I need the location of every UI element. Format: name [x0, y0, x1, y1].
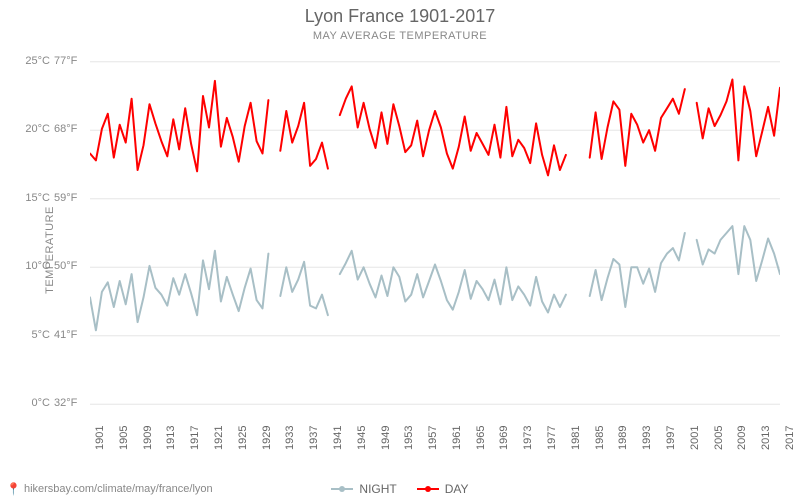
legend-item-night: NIGHT [331, 482, 396, 496]
y-tick-label: 0°C32°F [18, 397, 82, 409]
series-night [340, 251, 566, 313]
chart-title: Lyon France 1901-2017 [0, 6, 800, 27]
series-day [340, 86, 566, 175]
attribution: 📍 hikersbay.com/climate/may/france/lyon [6, 482, 213, 496]
plot-area [90, 48, 780, 418]
x-tick-label: 1941 [332, 426, 344, 450]
x-tick-label: 1973 [522, 426, 534, 450]
x-tick-label: 1921 [213, 426, 225, 450]
x-tick-label: 1937 [308, 426, 320, 450]
x-tick-label: 2013 [760, 426, 772, 450]
legend-label: NIGHT [359, 482, 396, 496]
x-tick-label: 1985 [594, 426, 606, 450]
x-tick-label: 1901 [94, 426, 106, 450]
series-day [697, 80, 780, 161]
series-night [90, 251, 268, 330]
series-day [280, 103, 328, 169]
x-tick-label: 2009 [736, 426, 748, 450]
y-tick-label: 15°C59°F [18, 192, 82, 204]
x-tick-label: 1969 [498, 426, 510, 450]
x-tick-label: 1965 [475, 426, 487, 450]
x-tick-label: 1945 [356, 426, 368, 450]
x-tick-label: 1981 [570, 426, 582, 450]
x-tick-label: 1913 [165, 426, 177, 450]
x-tick-label: 1929 [261, 426, 273, 450]
x-tick-label: 1989 [617, 426, 629, 450]
series-day [590, 89, 685, 166]
x-tick-label: 2005 [713, 426, 725, 450]
x-tick-label: 1917 [189, 426, 201, 450]
x-tick-label: 1949 [380, 426, 392, 450]
x-tick-label: 1953 [403, 426, 415, 450]
legend-item-day: DAY [417, 482, 469, 496]
y-tick-label: 25°C77°F [18, 55, 82, 67]
plot-svg [90, 48, 780, 418]
y-tick-label: 5°C41°F [18, 329, 82, 341]
x-tick-label: 1957 [427, 426, 439, 450]
y-tick-label: 20°C68°F [18, 123, 82, 135]
series-day [90, 81, 268, 171]
series-night [590, 233, 685, 307]
x-tick-label: 1961 [451, 426, 463, 450]
x-axis-ticks: 1901 1905 1909 1913 1917 1921 1925 1929 1933 1937… [90, 418, 780, 478]
attribution-text: hikersbay.com/climate/may/france/lyon [24, 483, 213, 495]
series-night [697, 226, 780, 281]
y-axis-label: TEMPERATURE [44, 206, 56, 294]
x-tick-label: 1909 [142, 426, 154, 450]
x-tick-label: 1993 [641, 426, 653, 450]
temperature-chart: Lyon France 1901-2017 MAY AVERAGE TEMPER… [0, 0, 800, 500]
x-tick-label: 1977 [546, 426, 558, 450]
map-pin-icon: 📍 [6, 482, 21, 496]
x-tick-label: 1997 [665, 426, 677, 450]
x-tick-label: 1933 [284, 426, 296, 450]
x-tick-label: 1925 [237, 426, 249, 450]
x-tick-label: 2001 [689, 426, 701, 450]
x-tick-label: 2017 [784, 426, 796, 450]
y-tick-label: 10°C50°F [18, 260, 82, 272]
chart-subtitle: MAY AVERAGE TEMPERATURE [0, 30, 800, 42]
series-night [280, 262, 328, 315]
legend-label: DAY [445, 482, 469, 496]
x-tick-label: 1905 [118, 426, 130, 450]
